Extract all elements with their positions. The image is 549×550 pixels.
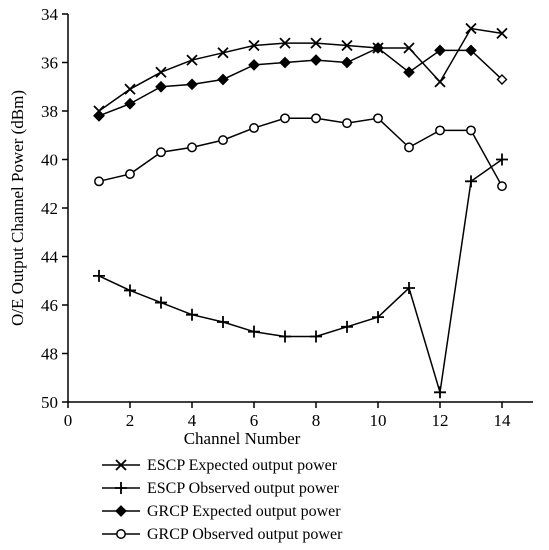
data-point [465, 44, 477, 57]
data-point [310, 330, 322, 343]
data-point [248, 325, 260, 338]
data-point [310, 54, 322, 66]
data-point [125, 169, 135, 180]
data-point [217, 315, 229, 328]
data-point [341, 39, 353, 52]
data-point [496, 153, 508, 166]
series-markers [93, 22, 508, 399]
data-point [403, 282, 415, 295]
legend-marker [115, 505, 127, 517]
data-point [186, 308, 198, 321]
legend-marker [116, 529, 126, 539]
data-point [93, 110, 105, 122]
data-point [155, 66, 167, 78]
y-tick-label: 38 [41, 102, 58, 121]
x-tick-label: 4 [188, 411, 197, 430]
legend-item: ESCP Observed output power [102, 480, 340, 497]
y-tick-label: 36 [41, 54, 58, 73]
data-point [249, 123, 259, 133]
data-point [94, 176, 104, 187]
data-point [310, 37, 322, 49]
y-tick-label: 34 [41, 5, 59, 24]
x-axis-label: Channel Number [184, 429, 301, 448]
data-point [155, 80, 167, 93]
data-point [434, 386, 446, 399]
y-tick-label: 44 [41, 248, 59, 267]
data-point [279, 330, 291, 343]
x-tick-label: 12 [432, 411, 449, 430]
y-tick-label: 42 [41, 199, 58, 218]
data-point [311, 113, 321, 124]
data-point [248, 39, 260, 52]
legend-item: GRCP Observed output power [102, 526, 343, 543]
data-point [280, 113, 290, 124]
data-point [434, 44, 446, 57]
legend-label: GRCP Expected output power [147, 503, 341, 520]
x-tick-label: 14 [494, 411, 512, 430]
data-point [496, 73, 508, 85]
series-line-4 [98, 117, 503, 187]
data-point [341, 56, 353, 69]
legend-item: ESCP Expected output power [102, 457, 338, 474]
data-point [218, 135, 228, 146]
data-point [372, 311, 384, 324]
data-point [496, 27, 508, 40]
data-point [466, 125, 476, 136]
data-point [497, 181, 507, 192]
x-tick-label: 6 [250, 411, 259, 430]
data-point [186, 78, 198, 91]
legend-item: GRCP Expected output power [102, 503, 341, 520]
data-point [187, 142, 197, 153]
y-axis-label: O/E Output Channel Power (dBm) [8, 90, 27, 326]
data-point [124, 97, 136, 110]
x-tick-label: 8 [312, 411, 321, 430]
y-ticks: 34 36 38 40 42 44 46 48 50 [41, 5, 68, 412]
data-point [434, 76, 446, 88]
y-tick-label: 48 [41, 345, 58, 364]
legend-label: ESCP Expected output power [147, 457, 338, 474]
data-point [93, 269, 105, 282]
x-ticks: 0 2 4 6 8 10 12 14 [64, 402, 511, 430]
data-point [124, 83, 136, 95]
y-tick-label: 50 [41, 393, 58, 412]
data-point [341, 320, 353, 333]
x-tick-label: 2 [126, 411, 135, 430]
y-tick-label: 40 [41, 151, 58, 170]
data-point [372, 42, 384, 54]
legend-marker [115, 459, 127, 471]
x-tick-label: 10 [370, 411, 387, 430]
legend-label: GRCP Observed output power [147, 526, 343, 543]
data-point [217, 73, 229, 86]
series-line-2 [98, 158, 503, 393]
legend-label: ESCP Observed output power [147, 480, 340, 497]
x-tick-label: 0 [64, 411, 73, 430]
legend: ESCP Expected output power ESCP Observed … [102, 457, 343, 543]
data-point [248, 59, 260, 71]
data-point [124, 284, 136, 297]
data-point [465, 175, 477, 188]
data-point [403, 66, 415, 79]
data-point [156, 147, 166, 158]
data-point [155, 296, 167, 309]
data-point [279, 37, 291, 49]
data-point [217, 47, 229, 59]
data-point [435, 125, 445, 136]
data-point [373, 113, 383, 124]
y-tick-label: 46 [41, 296, 58, 315]
data-point [279, 56, 291, 69]
data-point [342, 118, 352, 129]
data-point [186, 54, 198, 66]
legend-marker [115, 482, 127, 494]
data-point [465, 22, 477, 35]
series-line-3 [98, 47, 503, 117]
series-line-1 [98, 27, 503, 112]
data-point [403, 42, 415, 54]
data-point [404, 142, 414, 153]
